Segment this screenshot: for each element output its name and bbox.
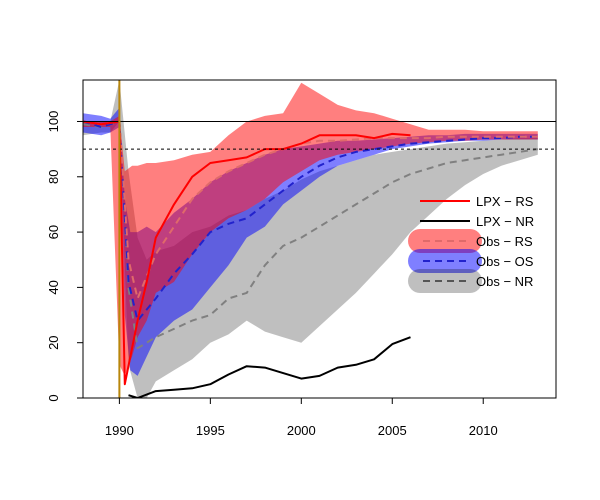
series-line-lpx-nr [128,336,411,398]
x-tick-label: 2010 [469,423,498,438]
legend-label-obs-rs: Obs − RS [476,234,533,249]
legend-label-lpx-nr: LPX − NR [476,214,534,229]
legend-label-obs-nr: Obs − NR [476,274,533,289]
band-obs-rs [83,82,538,376]
axes: 1990 1995 2000 2005 2010 0 20 40 60 80 100 [46,111,498,438]
y-tick-label: 20 [46,335,61,349]
series-line-lpx-rs [83,120,411,386]
y-tick-label: 100 [46,111,61,133]
series-line-obs-nr-median [83,120,538,350]
x-tick-label: 2005 [378,423,407,438]
reference-lines [83,80,556,398]
y-tick-label: 0 [46,394,61,401]
legend: LPX − RS LPX − NR Obs − RS Obs − OS Obs − NR [408,194,534,293]
confidence-bands [83,80,538,398]
band-obs-nr [83,80,538,398]
x-tick-label: 2000 [287,423,316,438]
x-tick-label: 1995 [196,423,225,438]
series-line-obs-rs-median [83,120,538,300]
series-line-obs-os-median [83,120,538,322]
x-tick-label: 1990 [105,423,134,438]
legend-label-obs-os: Obs − OS [476,254,534,269]
series-lines [83,120,538,398]
y-tick-label: 40 [46,280,61,294]
y-tick-label: 80 [46,170,61,184]
y-tick-label: 60 [46,225,61,239]
plot-frame [82,79,557,399]
legend-label-lpx-rs: LPX − RS [476,194,534,209]
